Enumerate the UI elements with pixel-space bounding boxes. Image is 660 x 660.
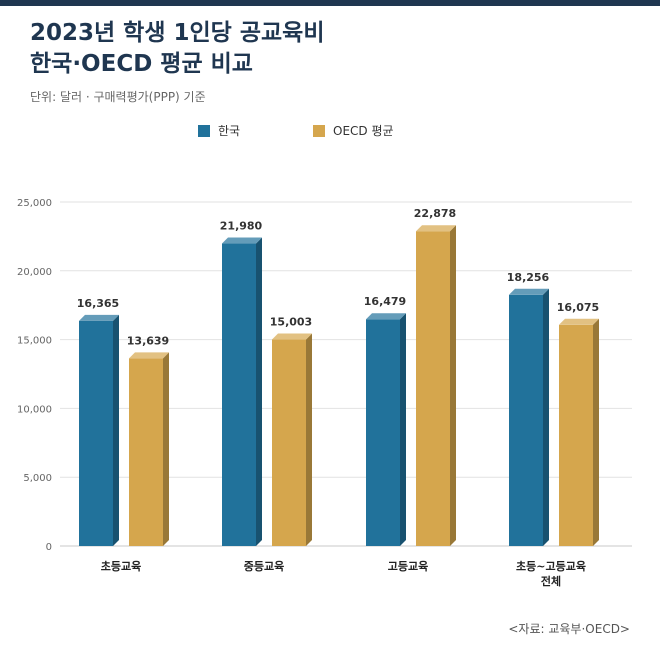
data-label: 18,256: [507, 271, 550, 284]
unit-note: 단위: 달러 · 구매력평가(PPP) 기준: [30, 90, 206, 104]
data-label: 16,479: [364, 295, 406, 308]
bar: [509, 294, 543, 546]
data-label: 13,639: [127, 334, 169, 347]
bar: [272, 339, 306, 546]
y-tick-label: 5,000: [23, 473, 52, 484]
bar: [366, 319, 400, 546]
chart-legend: 한국 OECD 평균: [0, 122, 660, 140]
page-title: 2023년 학생 1인당 공교육비 한국·OECD 평균 비교: [30, 18, 324, 80]
bar-side: [450, 225, 456, 546]
bar-chart: 0 5,000 10,000 15,000 20,000 25,000 16,365 13,6…: [17, 198, 632, 588]
bar-side: [113, 314, 119, 546]
bar-side: [306, 333, 312, 546]
bar: [129, 358, 163, 546]
y-tick-label: 15,000: [17, 336, 52, 347]
legend-swatch-oecd: [313, 124, 325, 137]
category-label: 초등~고등교육: [516, 560, 586, 573]
legend-swatch-korea: [198, 124, 210, 137]
legend-label-oecd: OECD 평균: [333, 124, 394, 138]
bar-top: [272, 333, 312, 340]
bar-side: [163, 352, 169, 546]
category-label: 중등교육: [244, 560, 284, 573]
legend-label-korea: 한국: [218, 124, 241, 138]
bar-top: [366, 313, 406, 320]
data-label: 22,878: [414, 207, 456, 220]
bar-side: [593, 318, 599, 546]
title-line-1: 2023년 학생 1인당 공교육비: [30, 20, 325, 46]
category-label: 전체: [541, 574, 561, 588]
bar-top: [79, 314, 119, 321]
bar-top: [129, 352, 169, 359]
data-label: 16,075: [557, 301, 599, 314]
y-tick-label: 25,000: [17, 198, 52, 209]
data-label: 15,003: [270, 316, 312, 329]
y-tick-label: 0: [46, 542, 52, 553]
title-line-2: 한국·OECD 평균 비교: [30, 51, 253, 77]
bar-top: [222, 237, 262, 244]
bar-side: [543, 288, 549, 546]
bar-top: [509, 288, 549, 295]
bar-top: [559, 318, 599, 325]
source-note: <자료: 교육부·OECD>: [508, 622, 630, 636]
top-accent-bar: [0, 0, 660, 6]
data-label: 16,365: [77, 297, 119, 310]
legend-item-oecd: OECD 평균: [313, 122, 394, 139]
bar-top: [416, 225, 456, 232]
legend-item-korea: 한국: [198, 122, 240, 139]
y-tick-label: 20,000: [17, 267, 52, 278]
y-tick-label: 10,000: [17, 404, 52, 415]
bar: [222, 243, 256, 546]
data-label: 21,980: [220, 220, 263, 233]
bar-side: [400, 313, 406, 546]
category-label: 고등교육: [388, 560, 428, 573]
bar: [79, 320, 113, 546]
bar-side: [256, 237, 262, 546]
bar: [416, 231, 450, 546]
category-label: 초등교육: [101, 560, 141, 573]
bar: [559, 324, 593, 546]
